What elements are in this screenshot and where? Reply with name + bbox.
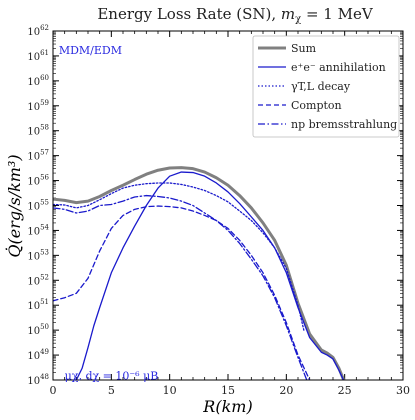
chart-annotation: μχ, dχ = 10⁻⁶ μB	[65, 369, 159, 382]
legend-label: Compton	[291, 99, 342, 112]
legend-box	[252, 35, 400, 138]
legend: Sum e⁺e⁻ annihilation γT,L decay Compton np …	[252, 35, 400, 138]
series-line	[53, 205, 311, 380]
y-tick-label: 1049	[27, 348, 49, 362]
x-tick-label: 5	[108, 384, 115, 397]
y-tick-label: 1056	[27, 174, 49, 188]
title-tail: = 1 MeV	[301, 5, 374, 23]
x-tick-label: 25	[338, 384, 352, 397]
x-axis-label: R(km)	[202, 397, 252, 416]
series-layer	[53, 166, 346, 380]
x-tick-label: 0	[50, 384, 57, 397]
series-line	[53, 182, 305, 331]
chart-title: Energy Loss Rate (SN), mχ = 1 MeV	[97, 5, 374, 25]
y-tick-label: 1051	[27, 298, 49, 312]
axis-tick-labels: 0 5 10 15 20 25 30 1048 1049 1050 1051 1052 1053 1054…	[27, 24, 410, 397]
title-sub: χ	[295, 14, 301, 25]
y-tick-label: 1052	[27, 273, 49, 287]
x-tick-label: 10	[163, 384, 177, 397]
y-tick-label: 1053	[27, 248, 49, 262]
legend-label: np bremsstrahlung	[291, 118, 397, 131]
x-tick-label: 20	[279, 384, 293, 397]
y-tick-label: 1060	[27, 74, 49, 88]
y-tick-label: 1061	[27, 49, 49, 63]
y-tick-label: 1055	[27, 199, 49, 213]
y-tick-label: 1054	[27, 223, 49, 237]
y-tick-label: 1059	[27, 99, 49, 113]
series-line	[53, 194, 308, 380]
x-tick-label: 30	[396, 384, 410, 397]
y-tick-label: 1048	[27, 373, 49, 387]
y-tick-label: 1057	[27, 149, 49, 163]
y-tick-label: 1050	[27, 323, 49, 337]
y-tick-label: 1058	[27, 124, 49, 138]
annotations: MDM/EDM μχ, dχ = 10⁻⁶ μB	[59, 44, 159, 383]
legend-label: γT,L decay	[291, 80, 351, 93]
plot-frame	[52, 30, 404, 381]
series-line	[53, 166, 346, 380]
legend-label: e⁺e⁻ annihilation	[291, 61, 386, 74]
title-lead: Energy Loss Rate (SN),	[97, 5, 281, 23]
y-axis-label: Q̇(erg/s/km³)	[5, 154, 24, 257]
title-var: m	[281, 5, 295, 23]
chart-annotation: MDM/EDM	[59, 44, 122, 57]
y-tick-label: 1062	[27, 24, 49, 38]
series-line	[75, 171, 345, 380]
legend-label: Sum	[291, 42, 317, 55]
x-tick-label: 15	[221, 384, 235, 397]
